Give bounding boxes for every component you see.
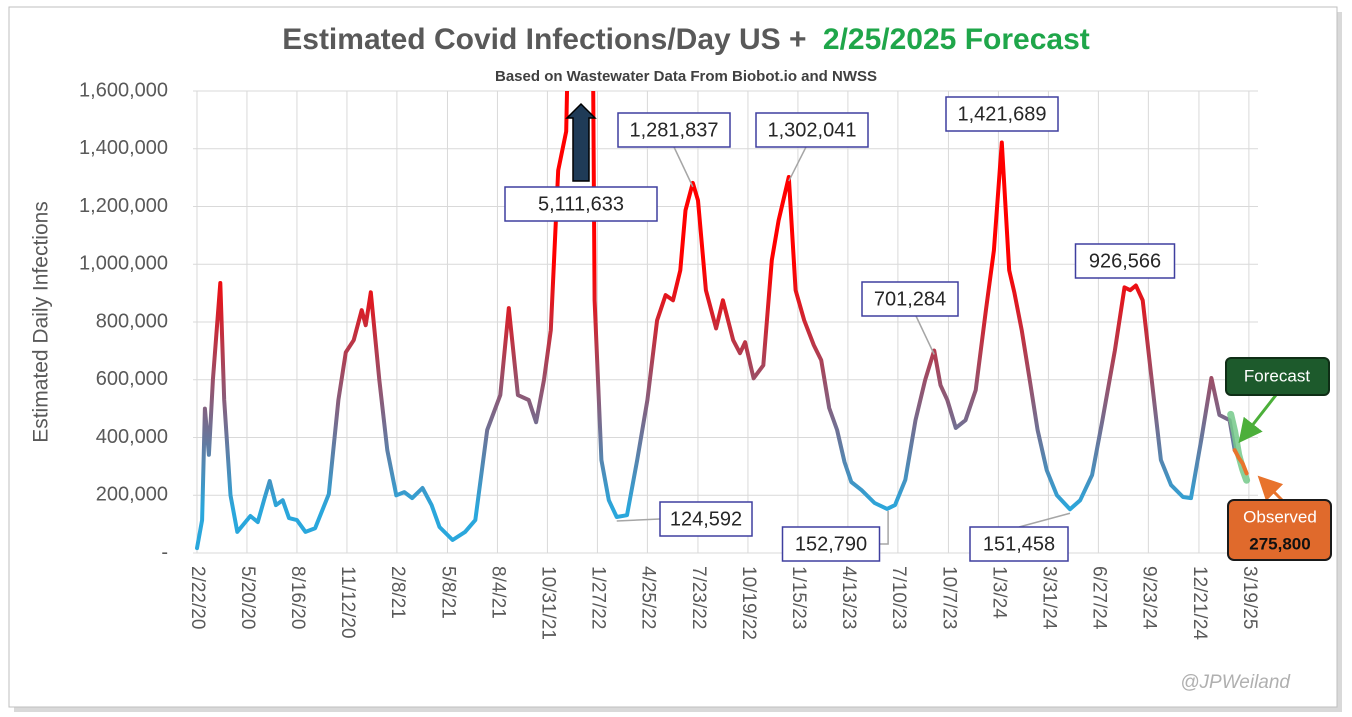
x-tick-label: 4/25/22 (637, 566, 658, 629)
x-tick-label: 8/4/21 (487, 566, 508, 619)
data-label: 1,302,041 (768, 119, 857, 141)
x-tick-label: 3/19/25 (1239, 566, 1260, 629)
title-highlight: 2/25/2025 Forecast (823, 23, 1090, 56)
x-tick-label: 1/27/22 (587, 566, 608, 629)
x-tick-label: 4/13/23 (838, 566, 859, 629)
subtitle: Based on Wastewater Data From Biobot.io … (495, 68, 877, 85)
observed-value: 275,800 (1249, 534, 1310, 553)
leader-line (673, 146, 694, 188)
data-label: 701,284 (874, 288, 946, 310)
x-tick-label: 8/16/20 (287, 566, 308, 629)
data-label: 1,281,837 (630, 119, 719, 141)
x-tick-label: 10/7/23 (938, 566, 959, 629)
label-box (861, 281, 959, 317)
peak-arrow (565, 102, 597, 182)
label-box (755, 112, 869, 148)
y-tick-label: - (161, 541, 168, 563)
observed-line (1232, 448, 1249, 476)
y-tick-label: 1,000,000 (79, 253, 168, 275)
x-tick-label: 6/27/24 (1088, 566, 1109, 630)
leader-line (616, 518, 661, 522)
forecast-box (1225, 357, 1330, 396)
x-tick-label: 5/8/21 (437, 566, 458, 619)
infection-line (195, 91, 1237, 551)
leader-line (1018, 512, 1071, 528)
y-tick-label: 1,400,000 (79, 137, 168, 159)
y-axis-label: Estimated Daily Infections (30, 201, 53, 443)
x-tick-label: 7/23/22 (688, 566, 709, 629)
leader-line (915, 315, 935, 355)
forecast-label: Forecast (1244, 366, 1310, 385)
leader-line (880, 510, 889, 545)
x-tick-label: 7/10/23 (888, 566, 909, 629)
title-main: Estimated Covid Infections/Day US + (282, 23, 806, 56)
y-tick-label: 200,000 (96, 484, 168, 506)
y-tick-label: 1,600,000 (79, 79, 168, 101)
x-tick-label: 3/31/24 (1038, 566, 1059, 630)
x-tick-label: 1/3/24 (988, 566, 1009, 619)
y-tick-label: 600,000 (96, 368, 168, 390)
chart-title: Estimated Covid Infections/Day US + 2/25… (282, 23, 1090, 56)
label-box (617, 112, 731, 148)
credit: @JPWeiland (1180, 672, 1291, 693)
annotations: 5,111,633 124,592 1,281,837 1,302,041 152,79… (504, 96, 1332, 562)
x-tick-label: 1/15/23 (788, 566, 809, 629)
x-tick-label: 12/21/24 (1189, 566, 1210, 640)
label-box (969, 526, 1069, 562)
label-box (781, 526, 881, 562)
data-label: 926,566 (1089, 250, 1161, 272)
y-tick-label: 800,000 (96, 310, 168, 332)
x-tick-label: 10/19/22 (738, 566, 759, 640)
observed-label: Observed (1243, 507, 1317, 526)
y-tick-label: 400,000 (96, 426, 168, 448)
x-tick-label: 5/20/20 (237, 566, 258, 629)
forecast-arrow (1238, 394, 1278, 444)
x-tick-label: 10/31/21 (537, 566, 558, 640)
label-box (945, 96, 1059, 132)
grid: - 200,000 400,000 600,000 800,000 1,000,000 1,… (79, 79, 1260, 640)
observed-arrow (1257, 475, 1284, 502)
x-tick-label: 11/12/20 (337, 566, 358, 639)
data-label: 5,111,633 (538, 193, 624, 215)
plot-area (195, 91, 1251, 551)
data-label: 152,790 (795, 533, 867, 555)
data-label: 151,458 (983, 533, 1055, 555)
x-tick-label: 9/23/24 (1138, 566, 1159, 630)
data-label: 1,421,689 (958, 103, 1047, 125)
x-tick-label: 2/22/20 (187, 566, 208, 629)
y-tick-label: 1,200,000 (79, 195, 168, 217)
label-box (1074, 243, 1176, 279)
data-label: 124,592 (670, 508, 742, 530)
label-box (659, 501, 753, 537)
observed-box (1227, 499, 1332, 561)
leader-line (788, 146, 807, 182)
label-box (504, 186, 658, 222)
x-tick-label: 2/8/21 (387, 566, 408, 619)
